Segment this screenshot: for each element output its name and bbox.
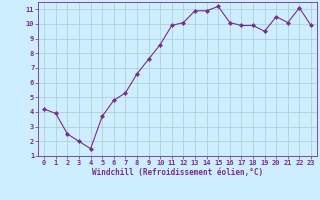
X-axis label: Windchill (Refroidissement éolien,°C): Windchill (Refroidissement éolien,°C) — [92, 168, 263, 177]
